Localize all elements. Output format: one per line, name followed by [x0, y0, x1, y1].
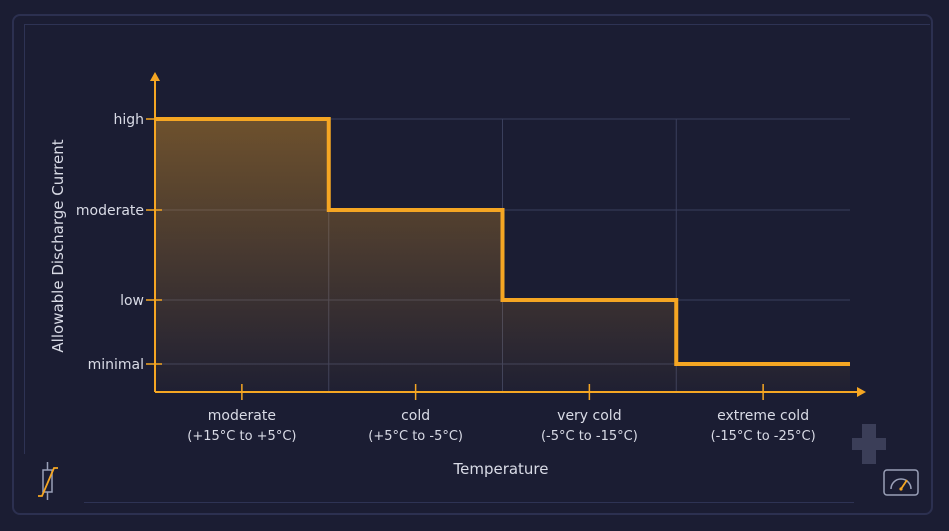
x-axis-arrow	[857, 387, 866, 397]
resistor-thermistor-icon	[38, 462, 58, 500]
x-tick-range-label: (-15°C to -25°C)	[711, 429, 816, 444]
frame-inner-bottom-line	[84, 502, 854, 503]
x-tick-label: moderate	[208, 408, 276, 424]
y-tick-label: low	[120, 293, 144, 309]
x-tick-label: very cold	[557, 408, 621, 424]
frame-inner-left-line	[24, 24, 25, 454]
x-tick-label: extreme cold	[717, 408, 809, 424]
y-tick-label: minimal	[88, 357, 144, 373]
x-tick-range-label: (+15°C to +5°C)	[187, 429, 296, 444]
x-axis-title: Temperature	[452, 460, 548, 478]
y-tick-label: high	[113, 112, 144, 128]
x-tick-range-label: (-5°C to -15°C)	[541, 429, 638, 444]
y-tick-label: moderate	[76, 203, 144, 219]
y-axis-arrow	[150, 72, 160, 81]
x-tick-label: cold	[401, 408, 430, 424]
pixelated-artifact	[852, 424, 886, 464]
y-axis-title: Allowable Discharge Current	[49, 139, 67, 352]
gauge-icon	[883, 469, 919, 496]
series-step-line	[155, 117, 850, 366]
frame-inner-top-line	[24, 24, 930, 25]
chart-frame	[12, 14, 933, 515]
x-tick-range-label: (+5°C to -5°C)	[368, 429, 463, 444]
